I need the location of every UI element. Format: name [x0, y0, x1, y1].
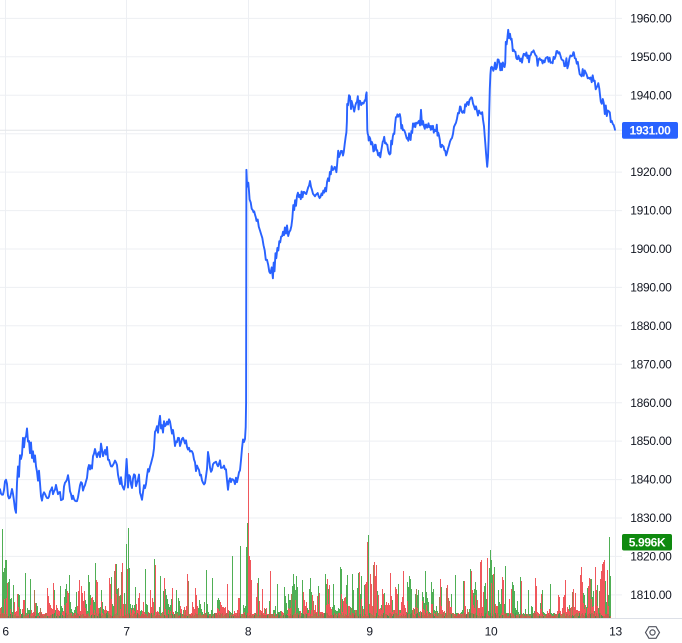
svg-text:1880.00: 1880.00: [630, 319, 672, 333]
svg-text:1830.00: 1830.00: [630, 511, 672, 525]
svg-text:1890.00: 1890.00: [630, 281, 672, 295]
svg-text:1860.00: 1860.00: [630, 396, 672, 410]
svg-text:1940.00: 1940.00: [630, 88, 672, 102]
svg-text:1810.00: 1810.00: [630, 588, 672, 602]
svg-text:10: 10: [485, 625, 498, 639]
svg-text:6: 6: [2, 625, 9, 639]
svg-text:1960.00: 1960.00: [630, 12, 672, 26]
svg-text:1931.00: 1931.00: [630, 124, 672, 138]
svg-text:8: 8: [245, 625, 252, 639]
svg-text:5.996K: 5.996K: [629, 535, 666, 549]
svg-text:1950.00: 1950.00: [630, 50, 672, 64]
svg-text:1900.00: 1900.00: [630, 242, 672, 256]
svg-text:9: 9: [366, 625, 373, 639]
svg-text:1820.00: 1820.00: [630, 550, 672, 564]
svg-text:1840.00: 1840.00: [630, 473, 672, 487]
svg-text:1850.00: 1850.00: [630, 434, 672, 448]
svg-text:13: 13: [609, 625, 622, 639]
svg-text:1870.00: 1870.00: [630, 357, 672, 371]
svg-text:1920.00: 1920.00: [630, 165, 672, 179]
svg-text:1910.00: 1910.00: [630, 204, 672, 218]
svg-text:7: 7: [123, 625, 130, 639]
